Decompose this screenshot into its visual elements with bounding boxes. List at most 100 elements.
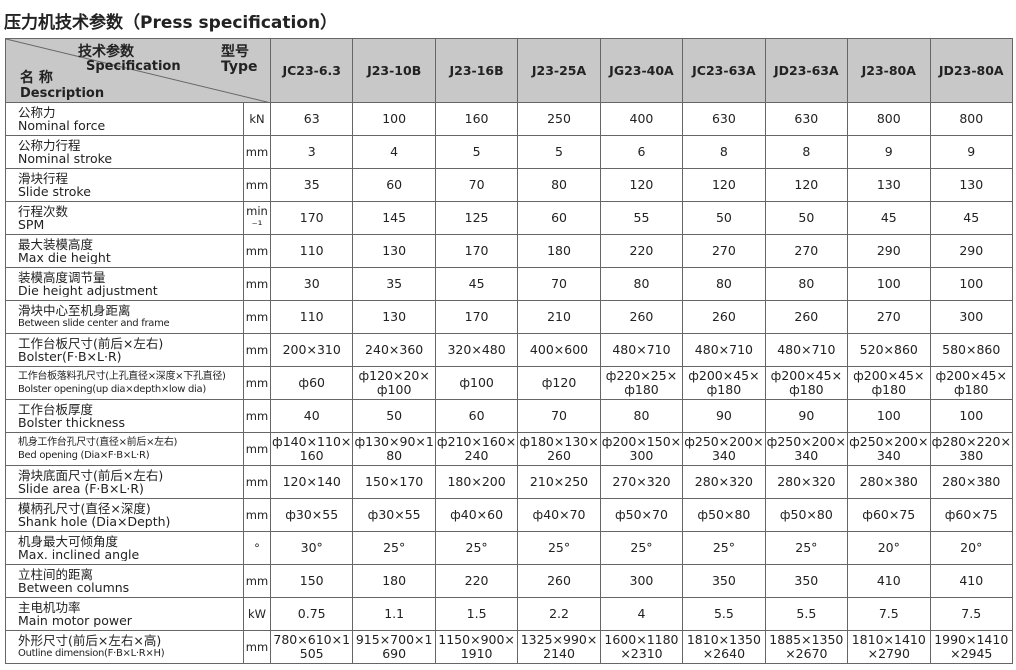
value-cell: 260 (682, 300, 766, 334)
name-zh: 模柄孔尺寸(直径×深度) (18, 502, 151, 515)
value-cell: 280×320 (682, 465, 766, 499)
spec-row: 工作台板落料孔尺寸(上孔直径×深度×下孔直径) Bolster opening(u… (5, 366, 1013, 400)
value-cell: ф200×45×ф180 (929, 366, 1013, 400)
spec-table: 技术参数 Specification 型号 Type 名 称 Description JC2… (5, 38, 1013, 664)
name-en: Bolster opening(up dia×depth×low dia) (18, 384, 206, 395)
value-cell: 220 (434, 564, 519, 598)
value-cell: ф30×55 (269, 498, 354, 532)
value-cell: 63 (269, 102, 354, 136)
value-cell: 5 (434, 135, 519, 169)
value-cell: 400×600 (517, 333, 601, 367)
description-cell: 机身最大可倾角度 Max. inclined angle (5, 531, 244, 565)
page-title: 压力机技术参数（Press specification） (4, 13, 338, 33)
value-cell: ф100 (434, 366, 519, 400)
name-zh: 立柱间的距离 (18, 568, 94, 581)
value-cell: ф130×90×180 (352, 432, 436, 466)
value-cell: 9 (847, 135, 931, 169)
name-zh: 工作台板厚度 (18, 403, 94, 416)
value-cell: 800 (929, 102, 1013, 136)
value-cell: 70 (434, 168, 519, 202)
value-cell: 100 (847, 399, 931, 433)
name-zh: 工作台板落料孔尺寸(上孔直径×深度×下孔直径) (18, 371, 226, 382)
value-cell: ф60×75 (847, 498, 931, 532)
value-cell: 1325×990×2140 (517, 630, 601, 664)
value-cell: 410 (847, 564, 931, 598)
value-cell: 160 (434, 102, 519, 136)
value-cell: 270 (847, 300, 931, 334)
value-cell: ф280×220×380 (929, 432, 1013, 466)
unit-cell: kN (243, 102, 271, 136)
value-cell: 5.5 (764, 597, 849, 631)
spec-row: 机身工作台孔尺寸(直径×前后×左右) Bed opening (Dia×F·B×L… (5, 432, 1013, 466)
value-cell: 210 (517, 300, 601, 334)
spec-row: 公称力 Nominal force kN 63 100 160 250 400 630 630 80… (5, 102, 1013, 136)
value-cell: 50 (682, 201, 766, 235)
value-cell: ф250×200×340 (847, 432, 931, 466)
spec-row: 立柱间的距离 Between columns mm 150 180 220 260 300 35… (5, 564, 1013, 598)
value-cell: 8 (682, 135, 766, 169)
value-cell: 100 (929, 267, 1013, 301)
name-zh: 主电机功率 (18, 601, 81, 614)
value-cell: 5.5 (682, 597, 766, 631)
value-cell: 3 (269, 135, 354, 169)
value-cell: 35 (352, 267, 436, 301)
description-cell: 外形尺寸(前后×左右×高) Outline dimension(F·B×L·R×H… (5, 630, 244, 664)
value-cell: 60 (434, 399, 519, 433)
value-cell: 200×310 (269, 333, 354, 367)
name-zh: 滑块行程 (18, 172, 69, 185)
value-cell: 180×200 (434, 465, 519, 499)
value-cell: ф220×25×ф180 (599, 366, 684, 400)
value-cell: 110 (269, 234, 354, 268)
corner-cell: 技术参数 Specification 型号 Type 名 称 Description (5, 38, 271, 103)
value-cell: 25° (682, 531, 766, 565)
unit-cell: mm (243, 366, 271, 400)
spec-row: 装模高度调节量 Die height adjustment mm 30 35 45 70 80… (5, 267, 1013, 301)
value-cell: 145 (352, 201, 436, 235)
description-cell: 公称力行程 Nominal stroke (5, 135, 244, 169)
value-cell: 55 (599, 201, 684, 235)
description-cell: 机身工作台孔尺寸(直径×前后×左右) Bed opening (Dia×F·B×L… (5, 432, 244, 466)
value-cell: 25° (517, 531, 601, 565)
value-cell: 20° (929, 531, 1013, 565)
spec-row: 滑块底面尺寸(前后×左右) Slide area (F·B×L·R) mm 120×1… (5, 465, 1013, 499)
spec-row: 最大装模高度 Max die height mm 110 130 170 180 220 270… (5, 234, 1013, 268)
name-en: Max die height (18, 251, 111, 264)
value-cell: 100 (929, 399, 1013, 433)
value-cell: 25° (434, 531, 519, 565)
value-cell: 280×380 (929, 465, 1013, 499)
value-cell: 25° (599, 531, 684, 565)
value-cell: 45 (434, 267, 519, 301)
value-cell: 780×610×1505 (269, 630, 354, 664)
value-cell: 60 (517, 201, 601, 235)
header-label: Specification (86, 59, 181, 74)
value-cell: 320×480 (434, 333, 519, 367)
description-cell: 工作台板落料孔尺寸(上孔直径×深度×下孔直径) Bolster opening(u… (5, 366, 244, 400)
value-cell: 120 (764, 168, 849, 202)
description-cell: 主电机功率 Main motor power (5, 597, 244, 631)
value-cell: 290 (847, 234, 931, 268)
value-cell: 8 (764, 135, 849, 169)
name-zh: 滑块底面尺寸(前后×左右) (18, 469, 164, 482)
value-cell: 2.2 (517, 597, 601, 631)
name-en: Bolster(F·B×L·R) (18, 350, 122, 363)
value-cell: 120×140 (269, 465, 354, 499)
description-cell: 工作台板尺寸(前后×左右) Bolster(F·B×L·R) (5, 333, 244, 367)
model-header: J23-10B (352, 38, 436, 103)
value-cell: 30 (269, 267, 354, 301)
value-cell: 400 (599, 102, 684, 136)
header-label: 型号 (221, 44, 249, 60)
value-cell: ф200×45×ф180 (682, 366, 766, 400)
value-cell: ф120×20×ф100 (352, 366, 436, 400)
value-cell: 5 (517, 135, 601, 169)
value-cell: 6 (599, 135, 684, 169)
unit-cell: kW (243, 597, 271, 631)
value-cell: 110 (269, 300, 354, 334)
value-cell: 260 (764, 300, 849, 334)
value-cell: 240×360 (352, 333, 436, 367)
value-cell: 125 (434, 201, 519, 235)
name-en: Nominal stroke (18, 152, 113, 165)
value-cell: ф40×60 (434, 498, 519, 532)
value-cell: 4 (352, 135, 436, 169)
value-cell: 270 (682, 234, 766, 268)
description-cell: 滑块底面尺寸(前后×左右) Slide area (F·B×L·R) (5, 465, 244, 499)
